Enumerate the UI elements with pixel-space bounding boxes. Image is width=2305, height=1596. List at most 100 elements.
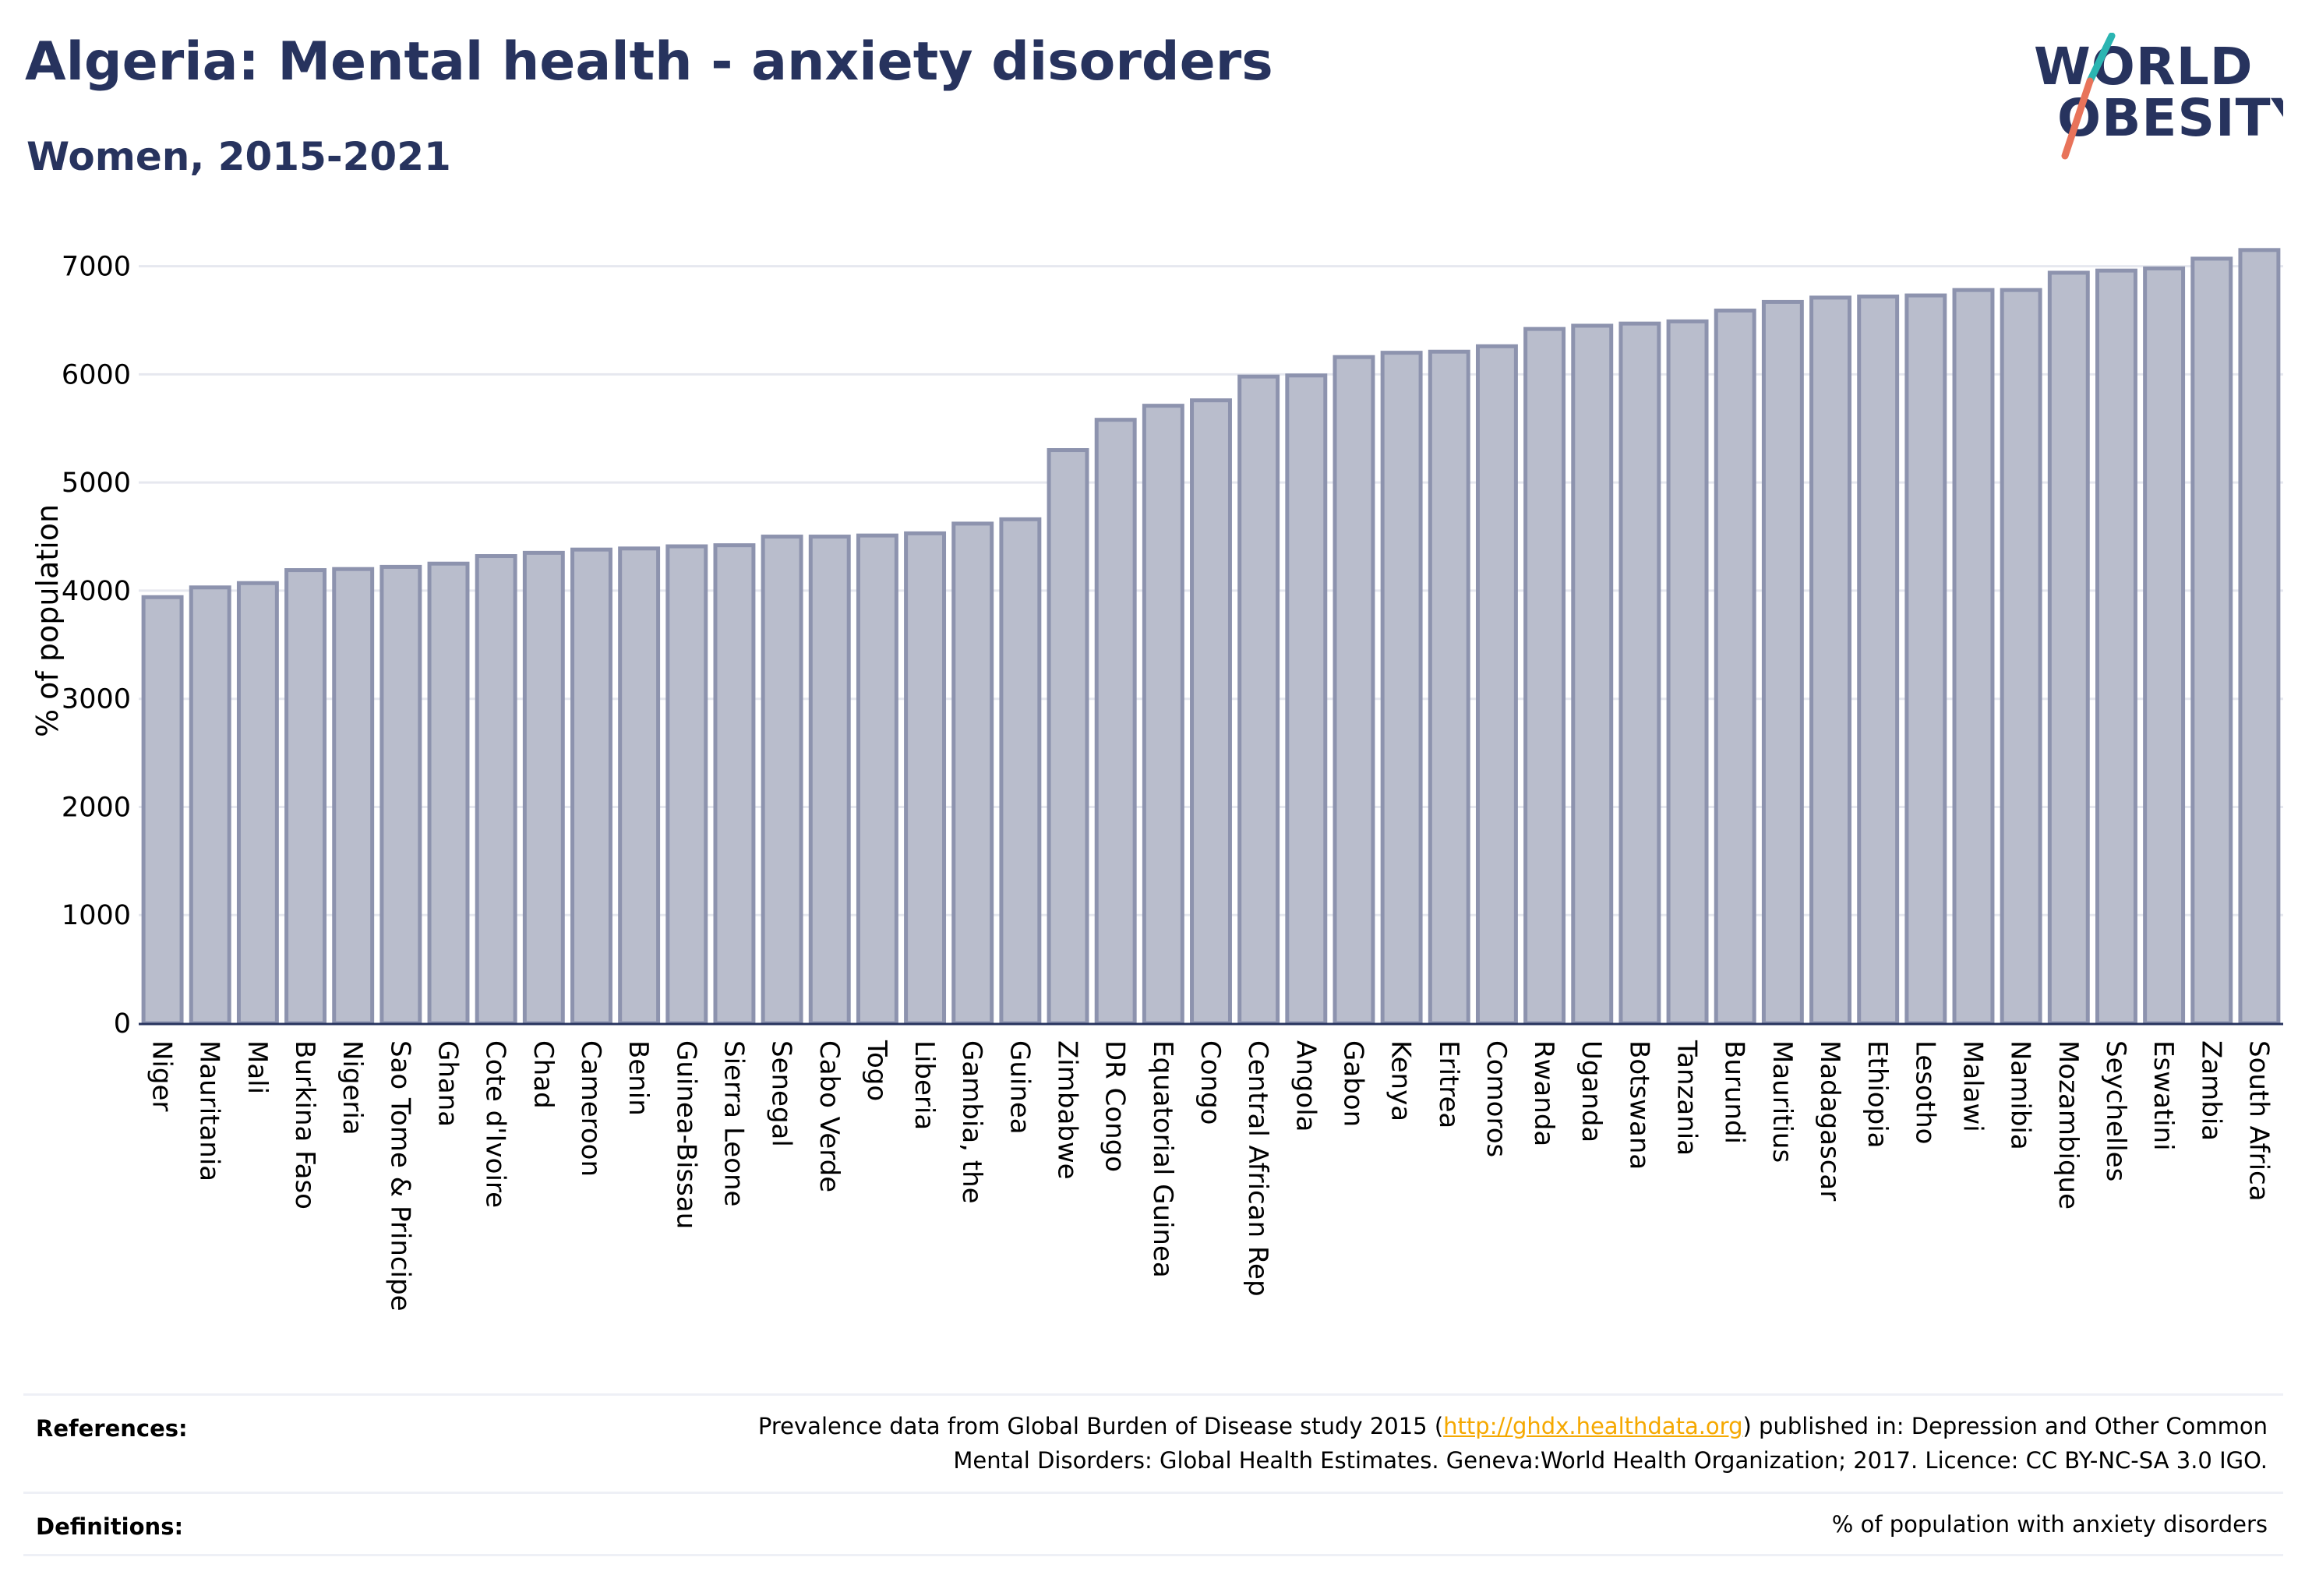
x-tick-label: Lesotho: [1909, 1040, 1940, 1144]
bar: [713, 543, 756, 1026]
x-tick-label: Namibia: [2005, 1040, 2036, 1150]
bar: [2238, 248, 2281, 1026]
x-tick-label: Cote d'Ivoire: [480, 1040, 511, 1208]
bar: [1285, 373, 1328, 1026]
definitions-label: Definitions:: [36, 1513, 184, 1540]
y-axis-label: % of population: [30, 504, 65, 737]
x-tick-label: Niger: [146, 1040, 178, 1111]
x-tick-label: Uganda: [1576, 1040, 1607, 1142]
x-tick-label: Malawi: [1957, 1040, 1988, 1132]
x-tick-label: Chad: [528, 1040, 559, 1109]
bar: [570, 547, 612, 1026]
x-tick-label: Gambia, the: [956, 1040, 987, 1204]
references-label: References:: [36, 1415, 188, 1442]
bar: [2095, 268, 2137, 1026]
x-tick-label: Botswana: [1623, 1040, 1654, 1170]
footer-divider-bottom: [23, 1554, 2283, 1556]
bar: [284, 568, 327, 1026]
x-tick-label: Benin: [623, 1040, 654, 1116]
x-tick-label: Mozambique: [2053, 1040, 2084, 1209]
bar: [999, 517, 1042, 1026]
x-tick-label: Ethiopia: [1862, 1040, 1893, 1148]
references-text: Prevalence data from Global Burden of Di…: [475, 1409, 2268, 1478]
x-tick-label: Equatorial Guinea: [1147, 1040, 1178, 1278]
logo-slash-bottom: [2061, 77, 2094, 160]
x-tick-label: Eswatini: [2148, 1040, 2179, 1151]
logo-slash-top: [2086, 33, 2116, 85]
x-tick-label: Mauritius: [1767, 1040, 1798, 1163]
bar: [1809, 295, 1851, 1026]
bar: [1952, 288, 1995, 1026]
definitions-text: % of population with anxiety disorders: [1831, 1511, 2268, 1538]
y-tick-label: 3000: [62, 684, 131, 715]
x-tick-label: Zambia: [2195, 1040, 2226, 1141]
bar: [2000, 288, 2042, 1026]
x-tick-label: Mali: [242, 1040, 273, 1094]
x-tick-label: Guinea: [1004, 1040, 1035, 1135]
bar: [1666, 319, 1709, 1026]
references-mid: ) published in: Depression and Other Com…: [1742, 1413, 2268, 1439]
x-tick-label: Comoros: [1481, 1040, 1512, 1157]
bar: [379, 564, 422, 1026]
bar: [332, 567, 375, 1026]
y-tick-label: 0: [114, 1008, 131, 1040]
x-tick-label: Tanzania: [1671, 1040, 1703, 1156]
bar: [904, 531, 947, 1026]
bar: [808, 535, 851, 1026]
bar: [2047, 270, 2090, 1026]
x-tick-label: Burundi: [1719, 1040, 1750, 1144]
x-tick-label: Cameroon: [575, 1040, 606, 1177]
y-tick-label: 1000: [62, 900, 131, 931]
bar: [1523, 327, 1566, 1026]
x-tick-label: South Africa: [2243, 1040, 2274, 1202]
x-tick-label: Mauritania: [194, 1040, 225, 1181]
bar: [1857, 294, 1900, 1026]
bar: [1904, 293, 1947, 1026]
bar: [1428, 349, 1470, 1026]
y-tick-label: 4000: [62, 576, 131, 607]
bar: [618, 546, 661, 1026]
bar: [1571, 323, 1614, 1026]
x-tick-label: Kenya: [1385, 1040, 1417, 1121]
bar: [522, 550, 565, 1026]
logo-text-obesity: OBESITY: [2057, 88, 2283, 148]
x-tick-label: Zimbabwe: [1052, 1040, 1083, 1180]
bar: [951, 521, 994, 1026]
x-tick-label: Senegal: [766, 1040, 797, 1147]
bar: [1190, 398, 1232, 1026]
bar: [1047, 448, 1089, 1026]
logo-text-world: WORLD: [2034, 37, 2254, 97]
references-line-1: Prevalence data from Global Burden of Di…: [475, 1409, 2268, 1443]
x-tick-label: Cabo Verde: [814, 1040, 845, 1192]
x-tick-label: Liberia: [909, 1040, 940, 1130]
x-tick-label: Sao Tome & Principe: [384, 1040, 415, 1312]
x-tick-label: Seychelles: [2100, 1040, 2131, 1181]
bar: [1761, 299, 1804, 1026]
x-tick-label: Angola: [1290, 1040, 1321, 1132]
bar: [2143, 266, 2186, 1026]
bar: [1380, 351, 1423, 1026]
y-tick-label: 2000: [62, 792, 131, 823]
x-tick-label: Rwanda: [1528, 1040, 1559, 1146]
x-tick-label: Burkina Faso: [289, 1040, 320, 1209]
bar: [427, 561, 470, 1026]
bar: [189, 585, 231, 1026]
footer-divider-top: [23, 1393, 2283, 1396]
references-link[interactable]: http://ghdx.healthdata.org: [1443, 1413, 1743, 1439]
bar: [475, 554, 517, 1026]
x-tick-label: Madagascar: [1814, 1040, 1845, 1201]
x-tick-label: Congo: [1195, 1040, 1226, 1125]
bar: [665, 544, 708, 1026]
x-tick-label: Gabon: [1337, 1040, 1368, 1127]
x-tick-label: Eritrea: [1433, 1040, 1464, 1128]
x-tick-label: Guinea-Bissau: [670, 1040, 701, 1229]
footer-divider-middle: [23, 1492, 2283, 1494]
bar: [1475, 344, 1518, 1026]
y-tick-label: 7000: [62, 252, 131, 283]
bar: [1333, 355, 1375, 1026]
references-line-2: Mental Disorders: Global Health Estimate…: [953, 1447, 2268, 1474]
chart-title: Algeria: Mental health - anxiety disorde…: [25, 31, 1273, 93]
bar-chart: 0 1000 2000 3000 4000 5000 6000 7000 Niger Maurit…: [30, 248, 2283, 1312]
bar: [2190, 256, 2233, 1026]
bar: [1618, 321, 1661, 1026]
